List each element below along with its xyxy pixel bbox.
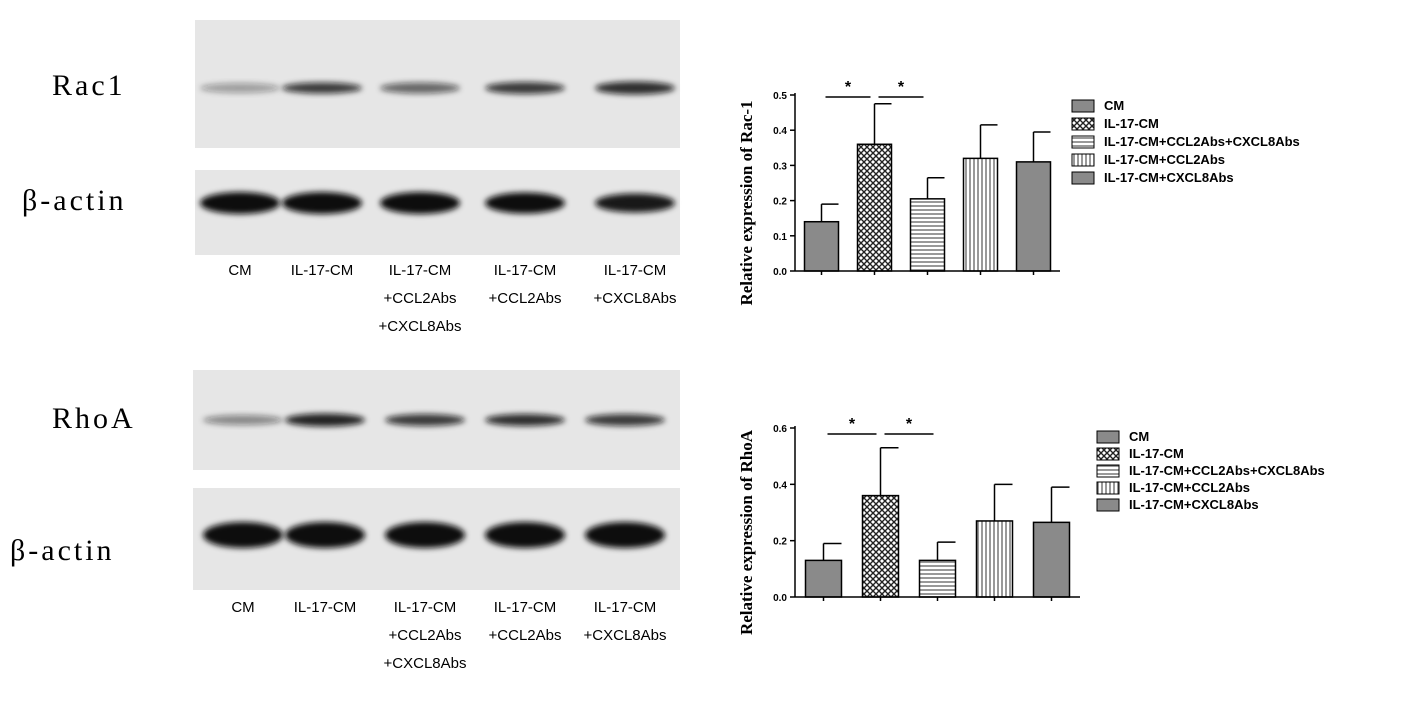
lane-label: +CCL2Abs xyxy=(489,290,562,307)
bar xyxy=(1015,161,1052,272)
significance-label: * xyxy=(898,79,905,96)
legend-swatch xyxy=(1071,117,1095,131)
lane-label: IL-17-CM xyxy=(389,262,452,279)
lane-label: +CXCL8Abs xyxy=(379,318,462,335)
bar xyxy=(804,559,843,598)
bar xyxy=(909,198,946,272)
blot-band xyxy=(385,414,465,426)
y-tick-label: 0.4 xyxy=(773,126,787,137)
legend-swatch xyxy=(1071,135,1095,149)
y-tick-label: 0.5 xyxy=(773,91,787,102)
lane-label: IL-17-CM xyxy=(494,262,557,279)
legend-label: IL-17-CM xyxy=(1104,116,1159,131)
significance-label: * xyxy=(906,416,913,433)
lane-label: +CXCL8Abs xyxy=(594,290,677,307)
y-tick-label: 0.6 xyxy=(773,424,787,435)
blot-band xyxy=(585,414,665,426)
y-tick-label: 0.2 xyxy=(773,537,787,548)
bar xyxy=(803,220,840,272)
legend-label: IL-17-CM+CXCL8Abs xyxy=(1129,497,1259,512)
blot-band xyxy=(282,192,362,214)
blot-band xyxy=(380,82,460,94)
blot-row-label: β-actin xyxy=(22,184,127,217)
legend-swatch xyxy=(1096,430,1120,444)
y-tick-label: 0.1 xyxy=(773,232,787,243)
lane-label: IL-17-CM xyxy=(494,599,557,616)
legend-label: IL-17-CM+CXCL8Abs xyxy=(1104,170,1234,185)
blot-band xyxy=(282,82,362,94)
blot-band xyxy=(285,413,365,427)
lane-label: IL-17-CM xyxy=(294,599,357,616)
legend-label: IL-17-CM+CCL2Abs xyxy=(1104,152,1225,167)
legend-swatch xyxy=(1096,498,1120,512)
y-tick-label: 0.0 xyxy=(773,593,787,604)
bar xyxy=(962,157,999,272)
legend-swatch xyxy=(1071,171,1095,185)
bar xyxy=(861,494,900,598)
blot-band xyxy=(485,192,565,214)
lane-label: IL-17-CM xyxy=(604,262,667,279)
blot-band xyxy=(485,414,565,426)
lane-label: CM xyxy=(228,262,251,279)
y-tick-label: 0.0 xyxy=(773,267,787,278)
legend-swatch xyxy=(1096,464,1120,478)
y-axis-label: Relative expression of RhoA xyxy=(737,429,756,635)
blot-band xyxy=(595,193,675,213)
legend-swatch xyxy=(1096,481,1120,495)
lane-label: +CXCL8Abs xyxy=(584,627,667,644)
legend-label: IL-17-CM+CCL2Abs+CXCL8Abs xyxy=(1104,134,1300,149)
blot-band xyxy=(585,522,665,548)
bar xyxy=(856,143,893,272)
lane-label: IL-17-CM xyxy=(594,599,657,616)
lane-label: +CXCL8Abs xyxy=(384,655,467,672)
significance-label: * xyxy=(849,416,856,433)
bar xyxy=(975,520,1014,598)
blot-row-label: β-actin xyxy=(10,534,115,567)
blot-band xyxy=(203,522,283,548)
bar xyxy=(1032,521,1071,598)
lane-label: IL-17-CM xyxy=(291,262,354,279)
y-tick-label: 0.2 xyxy=(773,197,787,208)
legend-swatch xyxy=(1096,447,1120,461)
blot-band xyxy=(285,522,365,548)
blot-band xyxy=(385,522,465,548)
blot-row-label: RhoA xyxy=(52,402,136,435)
legend-label: IL-17-CM+CCL2Abs+CXCL8Abs xyxy=(1129,463,1325,478)
lane-label: IL-17-CM xyxy=(394,599,457,616)
lane-label: CM xyxy=(231,599,254,616)
legend-label: CM xyxy=(1104,98,1124,113)
blot-band xyxy=(380,192,460,214)
blot-band xyxy=(485,82,565,94)
legend-label: CM xyxy=(1129,429,1149,444)
y-axis-label: Relative expression of Rac-1 xyxy=(737,100,756,305)
legend-swatch xyxy=(1071,99,1095,113)
y-tick-label: 0.3 xyxy=(773,161,787,172)
lane-label: +CCL2Abs xyxy=(489,627,562,644)
significance-label: * xyxy=(845,79,852,96)
legend-label: IL-17-CM xyxy=(1129,446,1184,461)
bar xyxy=(918,559,957,598)
legend-label: IL-17-CM+CCL2Abs xyxy=(1129,480,1250,495)
y-tick-label: 0.4 xyxy=(773,480,787,491)
blot-band xyxy=(203,415,283,425)
lane-label: +CCL2Abs xyxy=(389,627,462,644)
lane-label: +CCL2Abs xyxy=(384,290,457,307)
legend-swatch xyxy=(1071,153,1095,167)
blot-row-label: Rac1 xyxy=(52,69,126,102)
blot-band xyxy=(200,192,280,214)
blot-band xyxy=(595,81,675,95)
blot-band xyxy=(200,83,280,93)
blot-band xyxy=(485,522,565,548)
